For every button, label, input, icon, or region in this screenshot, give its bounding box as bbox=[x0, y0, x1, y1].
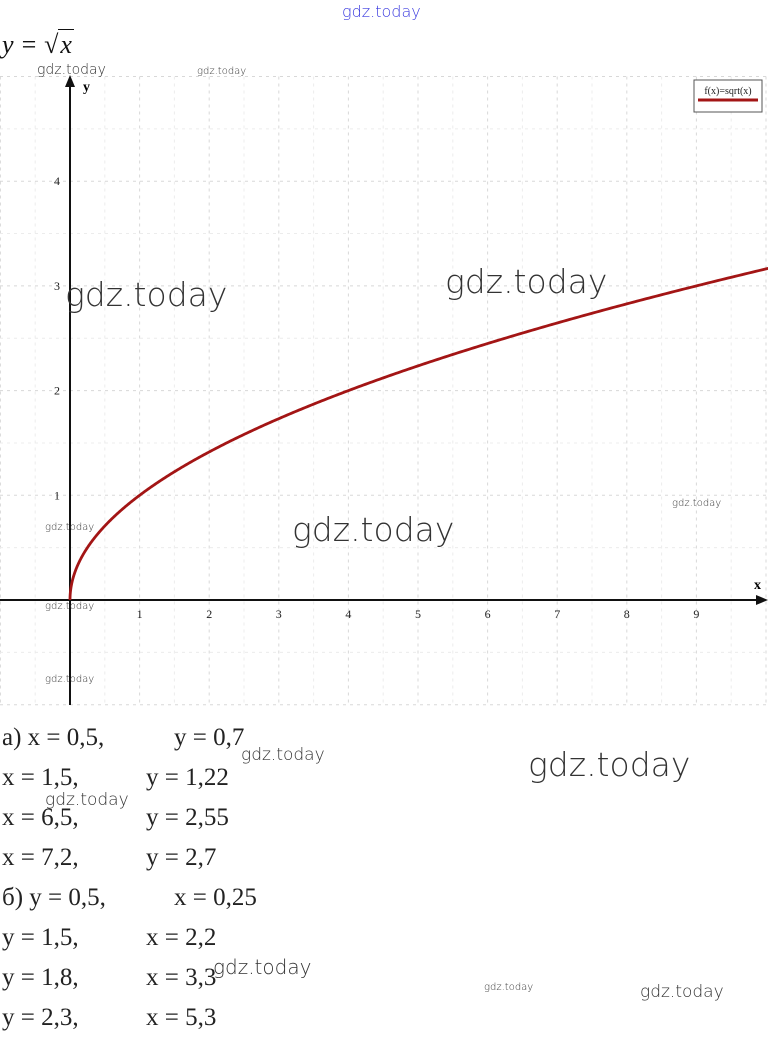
watermark: gdz.today bbox=[292, 510, 455, 549]
answer-left: y = 2,3, bbox=[2, 1004, 79, 1031]
function-formula: y = √x bbox=[2, 29, 74, 60]
x-tick-label: 4 bbox=[345, 607, 351, 621]
x-tick-label: 2 bbox=[206, 607, 212, 621]
y-axis-label: y bbox=[83, 80, 90, 95]
watermark: gdz.today bbox=[45, 674, 95, 685]
answer-left: x = 6,5, bbox=[2, 804, 79, 831]
x-tick-label: 3 bbox=[276, 607, 282, 621]
sqrt-symbol: √ bbox=[44, 30, 59, 59]
watermark: gdz.today bbox=[65, 275, 228, 314]
y-tick-label: 1 bbox=[54, 488, 60, 502]
watermark: gdz.today bbox=[213, 955, 312, 979]
answer-left: x = 7,2, bbox=[2, 844, 79, 871]
answer-right: y = 1,22 bbox=[146, 764, 229, 791]
x-tick-label: 9 bbox=[693, 607, 699, 621]
answer-right: y = 2,7 bbox=[146, 844, 217, 871]
answer-right: y = 0,7 bbox=[174, 724, 245, 751]
watermark: gdz.today bbox=[45, 522, 95, 533]
legend-box bbox=[693, 79, 763, 113]
sqrt-curve bbox=[68, 266, 768, 600]
legend-label: f(x)=sqrt(x) bbox=[704, 86, 751, 97]
formula-radicand: x bbox=[58, 29, 74, 59]
x-axis-arrow-icon bbox=[756, 595, 768, 605]
answer-right: y = 2,55 bbox=[146, 804, 229, 831]
answer-right: x = 3,3 bbox=[146, 964, 217, 991]
watermark: gdz.today bbox=[45, 790, 129, 810]
x-tick-label: 8 bbox=[624, 607, 630, 621]
watermark: gdz.today bbox=[342, 2, 421, 21]
x-tick-label: 1 bbox=[137, 607, 143, 621]
formula-lhs: y = bbox=[2, 30, 38, 59]
watermark: gdz.today bbox=[45, 601, 95, 612]
answer-right: x = 0,25 bbox=[174, 884, 257, 911]
x-axis-label: x bbox=[754, 578, 761, 593]
watermark: gdz.today bbox=[445, 262, 608, 301]
x-tick-label: 6 bbox=[485, 607, 491, 621]
answer-left: а) x = 0,5, bbox=[2, 724, 105, 751]
answer-left: б) y = 0,5, bbox=[2, 884, 106, 911]
watermark: gdz.today bbox=[528, 745, 691, 784]
watermark: gdz.today bbox=[484, 982, 534, 993]
y-tick-label: 4 bbox=[54, 174, 60, 188]
watermark: gdz.today bbox=[197, 66, 247, 77]
watermark: gdz.today bbox=[640, 982, 724, 1002]
y-tick-label: 2 bbox=[54, 384, 60, 398]
y-tick-label: 3 bbox=[54, 279, 60, 293]
y-axis-arrow-icon bbox=[65, 75, 75, 87]
sqrt-chart: x y 1 2 3 4 5 6 7 8 9 1 2 3 4 f(x)=sqrt(x) bbox=[0, 75, 768, 706]
answer-left: x = 1,5, bbox=[2, 764, 79, 791]
x-tick-label: 5 bbox=[415, 607, 421, 621]
x-tick-label: 7 bbox=[554, 607, 560, 621]
answer-left: y = 1,5, bbox=[2, 924, 79, 951]
watermark: gdz.today bbox=[37, 62, 106, 78]
watermark: gdz.today bbox=[241, 745, 325, 765]
answer-right: x = 2,2 bbox=[146, 924, 217, 951]
watermark: gdz.today bbox=[672, 498, 722, 509]
answer-right: x = 5,3 bbox=[146, 1004, 217, 1031]
answer-left: y = 1,8, bbox=[2, 964, 79, 991]
